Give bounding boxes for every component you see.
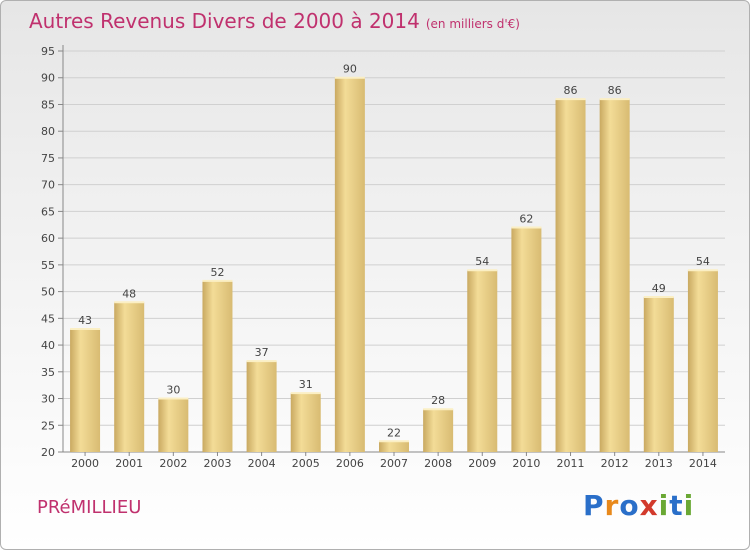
x-tick-label: 2001 — [115, 457, 143, 470]
x-tick-label: 2007 — [380, 457, 408, 470]
x-tick-label: 2008 — [424, 457, 452, 470]
y-tick-label: 20 — [41, 446, 55, 459]
data-label: 49 — [652, 282, 666, 295]
data-label: 86 — [564, 84, 578, 97]
logo-letter: i — [683, 489, 695, 522]
y-tick-label: 45 — [41, 312, 55, 325]
bar — [467, 270, 498, 452]
x-tick-label: 2004 — [248, 457, 276, 470]
x-tick-label: 2010 — [512, 457, 540, 470]
bar — [687, 270, 718, 452]
y-tick-label: 30 — [41, 393, 55, 406]
data-label: 28 — [431, 394, 445, 407]
data-label: 31 — [299, 378, 313, 391]
data-label: 54 — [696, 255, 710, 268]
y-tick-label: 55 — [41, 259, 55, 272]
data-label: 54 — [475, 255, 489, 268]
x-tick-label: 2014 — [689, 457, 717, 470]
y-tick-label: 50 — [41, 286, 55, 299]
chart-title: Autres Revenus Divers de 2000 à 2014 (en … — [29, 9, 520, 33]
logo-letter: i — [658, 489, 670, 522]
y-tick-label: 80 — [41, 125, 55, 138]
x-tick-label: 2000 — [71, 457, 99, 470]
data-label: 90 — [343, 63, 357, 76]
bar — [70, 329, 101, 452]
logo-letter: x — [639, 489, 659, 522]
bar — [202, 280, 233, 452]
unit-note: (en milliers d'€) — [425, 17, 520, 31]
x-tick-label: 2012 — [601, 457, 629, 470]
logo-letter: r — [604, 489, 620, 522]
bar — [599, 99, 630, 453]
logo-letter: o — [619, 489, 640, 522]
y-tick-label: 65 — [41, 205, 55, 218]
x-tick-label: 2006 — [336, 457, 364, 470]
x-tick-label: 2011 — [557, 457, 585, 470]
bar — [290, 393, 321, 452]
bar — [555, 99, 586, 453]
proxiti-logo: Proxiti — [583, 489, 694, 522]
commune-name: PRéMILLIEU — [37, 497, 142, 518]
y-tick-label: 85 — [41, 98, 55, 111]
data-label: 86 — [608, 84, 622, 97]
data-label: 37 — [255, 346, 269, 359]
title-text: Autres Revenus Divers de 2000 à 2014 — [29, 9, 420, 33]
data-label: 43 — [78, 314, 92, 327]
y-tick-label: 40 — [41, 339, 55, 352]
logo-letter: P — [583, 489, 605, 522]
bar — [511, 227, 542, 452]
data-label: 22 — [387, 426, 401, 439]
data-label: 52 — [210, 266, 224, 279]
x-tick-label: 2003 — [203, 457, 231, 470]
bar — [379, 441, 409, 452]
bar — [114, 302, 145, 452]
bar — [246, 361, 277, 452]
data-label: 48 — [122, 287, 136, 300]
y-tick-label: 35 — [41, 366, 55, 379]
y-tick-label: 75 — [41, 152, 55, 165]
bar — [423, 409, 454, 452]
x-tick-label: 2005 — [292, 457, 320, 470]
data-label: 30 — [166, 384, 180, 397]
bar — [158, 398, 189, 452]
data-label: 62 — [519, 212, 533, 225]
bar — [643, 296, 674, 452]
bar — [334, 77, 365, 452]
y-tick-label: 90 — [41, 72, 55, 85]
y-tick-label: 95 — [41, 45, 55, 58]
x-tick-label: 2013 — [645, 457, 673, 470]
x-tick-label: 2002 — [159, 457, 187, 470]
y-tick-label: 60 — [41, 232, 55, 245]
x-tick-label: 2009 — [468, 457, 496, 470]
y-tick-label: 70 — [41, 179, 55, 192]
logo-letter: t — [669, 489, 684, 522]
y-tick-label: 25 — [41, 419, 55, 432]
